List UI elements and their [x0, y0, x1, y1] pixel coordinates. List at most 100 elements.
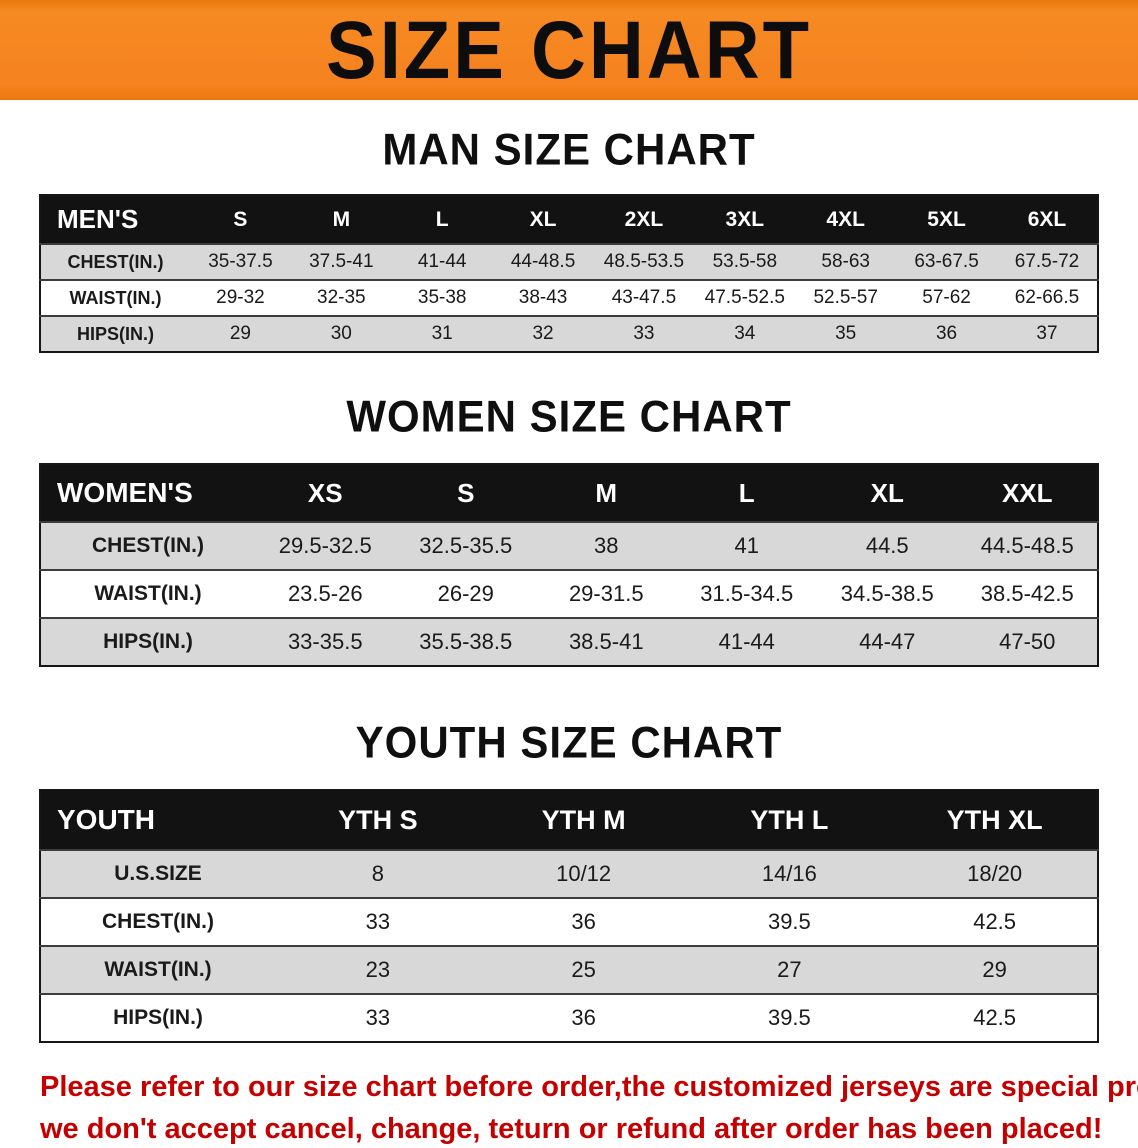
table-cell: 38-43: [518, 287, 568, 308]
table-cell: 48.5-53.5: [603, 251, 685, 272]
row-label: HIPS(IN.): [113, 1006, 203, 1029]
table-cell: 32: [532, 323, 554, 344]
disclaimer-line-1: Please refer to our size chart before or…: [40, 1071, 1138, 1103]
column-header: S: [395, 464, 536, 522]
table-cell: 44.5-48.5: [980, 533, 1074, 558]
table-cell: 37: [1036, 323, 1058, 344]
table-cell: 36: [571, 909, 596, 934]
row-label: HIPS(IN.): [103, 630, 193, 653]
table-cell: 29-32: [216, 287, 265, 308]
table-cell: 53.5-58: [712, 251, 778, 272]
table-cell: 14/16: [761, 861, 817, 886]
column-header: 4XL: [795, 195, 897, 244]
column-header: YTH XL: [892, 790, 1098, 850]
table-cell: 42.5: [973, 909, 1017, 934]
table-cell: 31.5-34.5: [700, 581, 794, 606]
column-header: YTH L: [686, 790, 893, 850]
table-cell: 23.5-26: [287, 581, 363, 606]
table-cell: 18/20: [967, 861, 1023, 886]
table-cell: 41-44: [417, 251, 467, 272]
table-title-cell: WOMEN'S: [40, 464, 255, 522]
table-cell: 44-47: [859, 629, 916, 654]
table-cell: 29-31.5: [568, 581, 644, 606]
disclaimer-line-2: we don't accept cancel, change, teturn o…: [40, 1113, 1103, 1146]
table-cell: 38.5-42.5: [980, 581, 1074, 606]
table-cell: 29: [982, 957, 1007, 982]
table-cell: 57-62: [922, 287, 971, 308]
youth-section: YOUTH SIZE CHART YOUTH YTH S YTH M YTH L YTH…: [0, 718, 1138, 1043]
column-header: XL: [817, 464, 958, 522]
column-header: L: [391, 195, 493, 244]
column-header: M: [536, 464, 677, 522]
table-row: CHEST(IN.) 33 36 39.5 42.5: [40, 898, 1098, 946]
table-cell: 33: [365, 909, 391, 934]
column-header: 3XL: [694, 195, 796, 244]
table-cell: 38: [594, 533, 619, 558]
table-cell: 35.5-38.5: [419, 629, 513, 654]
men-size-table: MEN'S S M L XL 2XL 3XL 4XL 5XL 6XL CHEST(IN.) 35-37…: [39, 194, 1099, 353]
table-cell: 31: [431, 323, 453, 344]
column-header: 6XL: [997, 195, 1098, 244]
column-header: 2XL: [593, 195, 695, 244]
page-title: SIZE CHART: [326, 4, 812, 96]
table-row: HIPS(IN.) 33 36 39.5 42.5: [40, 994, 1098, 1042]
table-cell: 35-37.5: [208, 251, 273, 272]
column-header: M: [290, 195, 392, 244]
table-row: WAIST(IN.) 23.5-26 26-29 29-31.5 31.5-34.5 34…: [40, 570, 1098, 618]
table-cell: 41-44: [718, 629, 775, 654]
column-header: YTH M: [480, 790, 687, 850]
table-cell: 44.5: [865, 533, 909, 558]
column-header: 5XL: [896, 195, 997, 244]
banner: SIZE CHART: [0, 0, 1138, 100]
row-label: CHEST(IN.): [102, 910, 214, 933]
women-size-table: WOMEN'S XS S M L XL XXL CHEST(IN.) 29.5-32.5 32.5…: [39, 463, 1099, 667]
table-cell: 33-35.5: [287, 629, 363, 654]
header-row: YOUTH YTH S YTH M YTH L YTH XL: [40, 790, 1098, 850]
row-label: WAIST(IN.): [69, 287, 162, 308]
table-cell: 44-48.5: [510, 251, 576, 272]
table-cell: 43-47.5: [611, 287, 677, 308]
column-header: YTH S: [275, 790, 481, 850]
table-row: CHEST(IN.) 29.5-32.5 32.5-35.5 38 41 44.5 44.5…: [40, 522, 1098, 570]
table-cell: 32.5-35.5: [419, 533, 513, 558]
table-cell: 34: [734, 323, 756, 344]
column-header: XXL: [957, 464, 1098, 522]
table-cell: 35-38: [417, 287, 467, 308]
table-row: WAIST(IN.) 29-32 32-35 35-38 38-43 43-47.5 47.…: [40, 280, 1098, 316]
header-row: MEN'S S M L XL 2XL 3XL 4XL 5XL 6XL: [40, 195, 1098, 244]
table-cell: 62-66.5: [1014, 287, 1080, 308]
table-cell: 23: [365, 957, 391, 982]
table-title-cell: YOUTH: [40, 790, 275, 850]
table-cell: 35: [835, 323, 857, 344]
table-cell: 33: [633, 323, 655, 344]
column-header: S: [190, 195, 291, 244]
table-cell: 63-67.5: [914, 251, 979, 272]
table-cell: 34.5-38.5: [840, 581, 934, 606]
women-section-heading: WOMEN SIZE CHART: [346, 391, 792, 442]
table-cell: 25: [571, 957, 596, 982]
table-row: U.S.SIZE 8 10/12 14/16 18/20: [40, 850, 1098, 898]
row-label: U.S.SIZE: [114, 862, 202, 885]
table-cell: 27: [777, 957, 802, 982]
table-cell: 26-29: [437, 581, 494, 606]
table-title-cell: MEN'S: [40, 195, 190, 244]
table-cell: 39.5: [767, 1005, 811, 1030]
table-cell: 37.5-41: [309, 251, 374, 272]
row-label: WAIST(IN.): [94, 582, 202, 605]
table-row: HIPS(IN.) 29 30 31 32 33 34 35 36 37: [40, 316, 1098, 352]
disclaimer: Please refer to our size chart before or…: [40, 1069, 1138, 1148]
table-cell: 30: [330, 323, 352, 344]
men-section-heading: MAN SIZE CHART: [382, 124, 756, 175]
table-row: WAIST(IN.) 23 25 27 29: [40, 946, 1098, 994]
table-cell: 41: [734, 533, 759, 558]
column-header: XL: [492, 195, 594, 244]
table-cell: 33: [365, 1005, 391, 1030]
youth-size-table: YOUTH YTH S YTH M YTH L YTH XL U.S.SIZE 8 10/12…: [39, 789, 1099, 1043]
women-section: WOMEN SIZE CHART WOMEN'S XS S M L XL XXL CHEST(…: [0, 391, 1138, 667]
column-header: L: [676, 464, 817, 522]
table-cell: 29: [229, 323, 251, 344]
table-cell: 29.5-32.5: [278, 533, 372, 558]
table-row: HIPS(IN.) 33-35.5 35.5-38.5 38.5-41 41-44 44-…: [40, 618, 1098, 666]
table-cell: 47.5-52.5: [704, 287, 785, 308]
